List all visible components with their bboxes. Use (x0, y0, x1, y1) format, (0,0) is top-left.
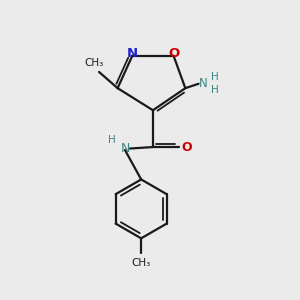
Text: CH₃: CH₃ (131, 258, 151, 268)
Text: CH₃: CH₃ (84, 58, 104, 68)
Text: H: H (108, 135, 116, 145)
Text: O: O (168, 47, 179, 60)
Text: N: N (127, 47, 138, 60)
Text: N: N (199, 77, 208, 90)
Text: N: N (120, 142, 130, 155)
Text: H: H (211, 72, 219, 82)
Text: H: H (211, 85, 219, 95)
Text: O: O (182, 141, 192, 154)
